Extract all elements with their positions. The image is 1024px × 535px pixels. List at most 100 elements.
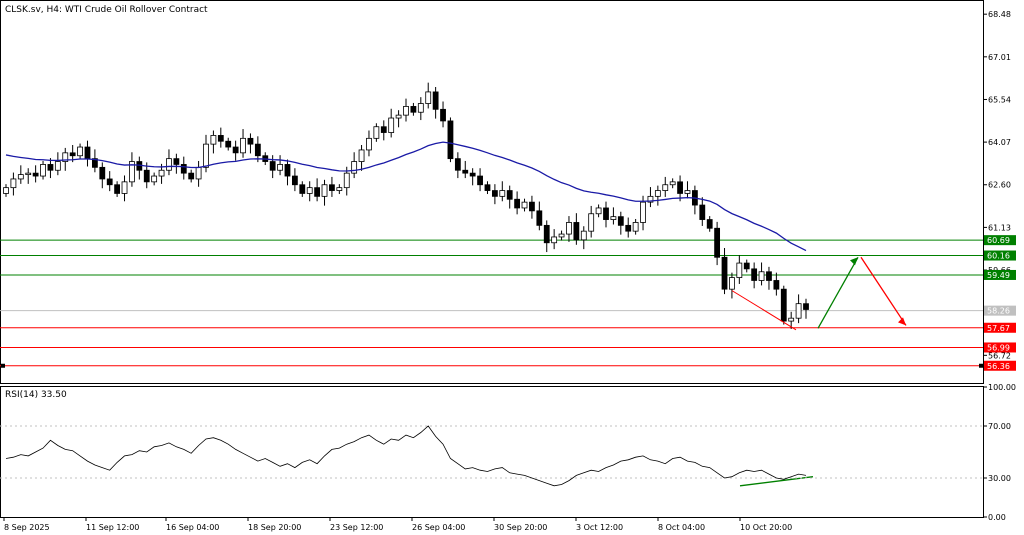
candle-body: [143, 169, 150, 183]
candles: [3, 82, 809, 329]
candle-body: [447, 120, 454, 160]
candle-body: [440, 108, 446, 122]
level-marker-left: [1, 363, 5, 368]
horizontal-levels: 58.26 60.69 60.16 59.49 57.67 56.99 56.36: [0, 235, 1016, 371]
candle-body: [395, 114, 402, 119]
projection-down-line: [860, 256, 907, 326]
candle-body: [203, 143, 209, 168]
moving-average-line: [5, 141, 807, 252]
candle-body: [491, 190, 498, 197]
candle-body: [410, 106, 417, 113]
candle-body: [773, 280, 780, 290]
candle-body: [573, 222, 580, 241]
current-price-label: 58.26: [987, 307, 1010, 316]
level-label: 57.67: [987, 324, 1010, 333]
candle-body: [454, 158, 461, 171]
candle-body: [729, 277, 735, 290]
level-badge: [984, 235, 1016, 246]
candle-body: [603, 207, 609, 220]
rsi-label: RSI(14) 33.50: [5, 390, 67, 400]
candle-body: [380, 126, 387, 133]
candle-body: [32, 172, 39, 177]
candle-body: [240, 137, 246, 154]
rsi-tick-label: 30.00: [988, 474, 1011, 483]
candle-body: [669, 181, 676, 186]
level-badge: [984, 250, 1016, 261]
candle-body: [284, 164, 291, 177]
time-tick-label: 23 Sep 12:00: [330, 523, 383, 532]
candle-body: [306, 187, 313, 194]
candle-body: [388, 117, 395, 133]
candle-body: [343, 172, 350, 189]
price-tick-label: 64.07: [988, 138, 1011, 147]
candle-body: [662, 184, 669, 191]
candle-body: [151, 175, 158, 183]
rsi-panel-frame: [0, 386, 984, 518]
candle-body: [3, 187, 9, 194]
level-label: 56.36: [987, 362, 1010, 371]
current-price-badge: [984, 305, 1016, 316]
time-tick-label: 3 Oct 12:00: [576, 523, 623, 532]
candle-body: [62, 152, 69, 162]
candle-body: [195, 166, 202, 180]
level-label: 60.69: [987, 236, 1010, 245]
candle-body: [706, 219, 713, 229]
candle-body: [632, 222, 639, 232]
candle-body: [403, 106, 409, 116]
candle-body: [225, 140, 232, 148]
time-tick-label: 8 Sep 2025: [4, 523, 50, 532]
candle-body: [529, 201, 535, 212]
candle-body: [17, 174, 24, 180]
candle-body: [521, 201, 528, 209]
candle-body: [277, 164, 283, 171]
projection-up-line: [817, 256, 859, 329]
rsi-tick-label: 0.00: [988, 513, 1006, 522]
price-tick-label: 56.72: [988, 351, 1011, 360]
candle-body: [25, 172, 32, 175]
candle-body: [114, 184, 121, 194]
rsi-tick-label: 100.00: [988, 383, 1016, 392]
candle-body: [543, 224, 550, 244]
candle-body: [329, 184, 335, 191]
price-tick-label: 68.48: [988, 10, 1011, 19]
candle-body: [299, 184, 306, 194]
candle-body: [91, 158, 98, 168]
candle-body: [40, 164, 46, 177]
candle-body: [803, 303, 809, 310]
candle-body: [54, 161, 61, 171]
candle-body: [558, 233, 565, 238]
candle-body: [477, 175, 483, 186]
candle-body: [484, 184, 491, 191]
candle-body: [788, 317, 795, 322]
candle-body: [469, 172, 476, 177]
candle-body: [610, 216, 617, 220]
annotations: [731, 256, 907, 487]
candle-body: [373, 126, 380, 139]
candle-body: [795, 303, 802, 319]
candle-body: [173, 158, 180, 165]
candle-body: [254, 143, 261, 157]
candle-body: [499, 190, 506, 197]
candle-body: [106, 178, 113, 186]
price-tick-label: 67.01: [988, 53, 1011, 62]
level-label: 56.99: [987, 343, 1010, 352]
candle-body: [647, 195, 654, 203]
candle-body: [506, 190, 513, 200]
candle-body: [99, 166, 106, 180]
candle-body: [121, 181, 128, 194]
rsi-line: [5, 425, 807, 487]
candle-body: [217, 135, 224, 142]
candle-body: [721, 256, 728, 290]
candle-body: [588, 213, 595, 232]
level-badge: [984, 322, 1016, 333]
candle-body: [158, 169, 165, 177]
candle-body: [129, 161, 135, 183]
level-badge: [984, 269, 1016, 280]
price-tick-label: 62.60: [988, 181, 1011, 190]
chart-title: CLSK.sv, H4: WTI Crude Oil Rollover Cont…: [5, 5, 208, 15]
candle-body: [536, 210, 543, 226]
candle-body: [736, 262, 743, 278]
candle-body: [566, 222, 572, 235]
rsi-tick-label: 70.00: [988, 422, 1011, 431]
